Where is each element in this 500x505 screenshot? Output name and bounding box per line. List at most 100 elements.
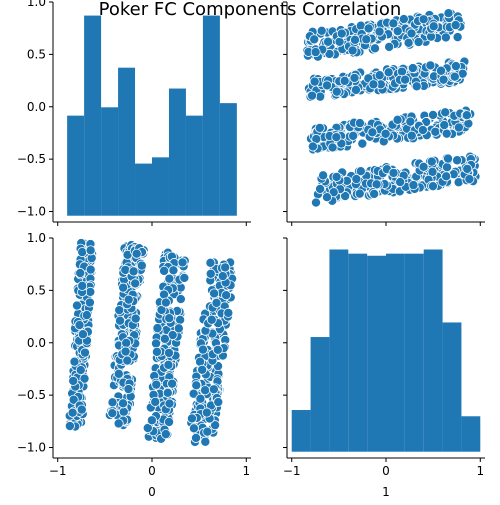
scatter-point: [392, 114, 403, 125]
histogram-bar: [404, 253, 424, 452]
histogram-bar: [423, 249, 443, 452]
scatter-point: [205, 268, 216, 279]
scatter-point: [113, 368, 124, 379]
x-axis-title: 0: [148, 485, 156, 499]
histogram-0: [67, 15, 237, 216]
histogram-bar: [386, 253, 405, 452]
scatter-point: [223, 307, 234, 318]
histogram-bar: [367, 255, 386, 452]
scatter-point: [388, 167, 399, 178]
scatter-point: [388, 18, 399, 29]
scatter-point: [163, 359, 174, 370]
scatter-point: [130, 278, 141, 289]
scatter-point: [314, 122, 325, 133]
scatter-point: [115, 315, 126, 326]
scatter-point: [159, 289, 170, 300]
scatter-point: [440, 32, 451, 43]
y-tick-label: −1.0: [17, 441, 46, 455]
panel-axes: −1 0 1: [283, 237, 485, 478]
scatter-point: [79, 373, 90, 384]
scatter-point: [160, 297, 171, 308]
scatter-point: [179, 272, 190, 283]
scatter-point: [322, 80, 333, 91]
scatter-point: [340, 191, 351, 202]
scatter-point: [354, 188, 365, 199]
x-tick-label: 1: [476, 464, 484, 478]
scatter-point: [206, 314, 217, 325]
scatter-point: [107, 397, 118, 408]
scatter-point: [310, 197, 321, 208]
scatter-point: [68, 375, 79, 386]
scatter-point: [195, 393, 206, 404]
scatter-point: [209, 288, 220, 299]
scatter-point: [307, 141, 318, 152]
scatter-point: [85, 264, 96, 275]
scatter-point: [81, 310, 92, 321]
scatter-point: [200, 436, 211, 447]
scatter-point: [336, 28, 347, 39]
histogram-bar: [84, 15, 102, 216]
scatter-point: [164, 273, 175, 284]
scatter-point: [427, 166, 438, 177]
scatter-point: [188, 423, 199, 434]
scatter-point: [85, 245, 96, 256]
scatter-point: [220, 262, 231, 273]
y-tick-label: −1.0: [17, 205, 46, 219]
scatter-point: [315, 183, 326, 194]
scatter-point: [151, 346, 162, 357]
histogram-bar: [152, 157, 169, 216]
scatter-point: [350, 34, 361, 45]
scatter-point: [151, 379, 162, 390]
scatter-point: [405, 116, 416, 127]
scatter-point: [186, 413, 197, 424]
scatter-point: [452, 32, 463, 43]
scatter-point: [156, 304, 167, 315]
scatter-point: [443, 8, 454, 19]
scatter-point: [361, 34, 372, 45]
x-tick-label: 0: [382, 464, 390, 478]
histogram-bar: [461, 416, 481, 452]
scatter-point: [159, 265, 170, 276]
scatter-point: [442, 162, 453, 173]
scatter-point: [425, 60, 436, 71]
scatter-point: [339, 75, 350, 86]
histogram-bar: [442, 322, 462, 452]
scatter-point: [439, 120, 450, 131]
scatter-point: [438, 74, 449, 85]
scatter-point: [71, 300, 82, 311]
scatter-point: [350, 84, 361, 95]
scatter-point: [449, 71, 460, 82]
scatter-point: [407, 63, 418, 74]
scatter-point: [368, 79, 379, 90]
scatter-point: [408, 180, 419, 191]
scatter-point: [384, 41, 395, 52]
scatter-point: [164, 417, 175, 428]
x-axis-title: 1: [382, 485, 390, 499]
scatter-point: [380, 128, 391, 139]
scatter-point: [418, 161, 429, 172]
scatter-point: [217, 271, 228, 282]
scatter-point: [162, 387, 173, 398]
x-tick-label: 0: [148, 464, 156, 478]
scatter-point: [443, 153, 454, 164]
scatter-point: [363, 23, 374, 34]
scatter-point: [118, 398, 129, 409]
scatter-point: [441, 128, 452, 139]
histogram-bar: [185, 115, 203, 216]
scatter-point: [441, 171, 452, 182]
scatter-point: [75, 365, 86, 376]
scatter-point: [131, 248, 142, 259]
scatter-point: [123, 384, 134, 395]
scatter-point: [122, 355, 133, 366]
scatter-point: [136, 260, 147, 271]
scatter-point: [130, 313, 141, 324]
y-tick-label: 1.0: [27, 231, 46, 245]
scatter-point: [348, 130, 359, 141]
scatter-point: [84, 297, 95, 308]
scatter-point: [202, 426, 213, 437]
histogram-bar: [67, 115, 85, 216]
scatter-point: [452, 155, 463, 166]
scatter-point: [163, 347, 174, 358]
